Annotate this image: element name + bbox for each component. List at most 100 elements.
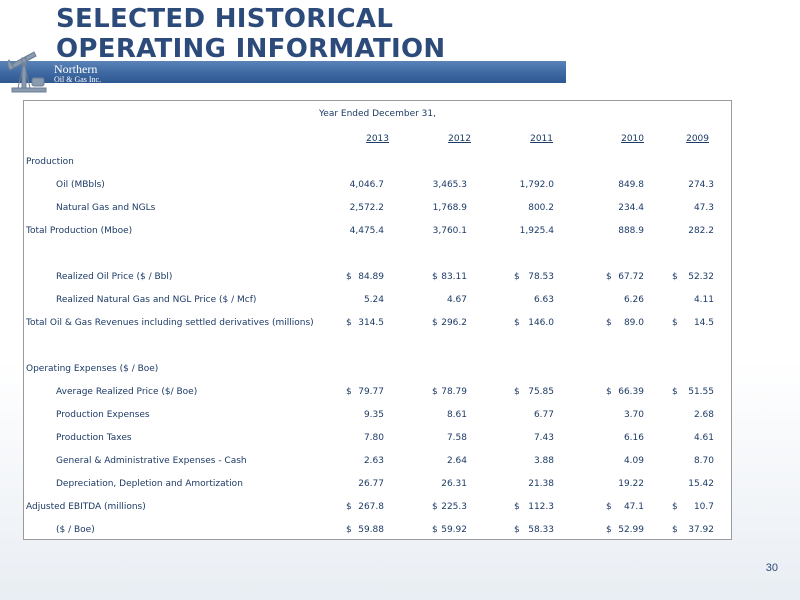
table-cell: 4,046.7 <box>349 180 384 190</box>
dollar-sign: $ <box>672 387 678 397</box>
dollar-sign: $ <box>514 387 520 397</box>
table-cell: 21.38 <box>528 479 554 489</box>
page-number: 30 <box>765 562 778 574</box>
row-label: Total Production (Mboe) <box>26 226 133 236</box>
table-cell: 51.55 <box>688 387 714 397</box>
row-label: Realized Oil Price ($ / Bbl) <box>56 272 173 282</box>
table-cell: 52.32 <box>688 272 714 282</box>
table-cell: 146.0 <box>528 318 554 328</box>
row-label: Production Expenses <box>56 410 150 420</box>
dollar-sign: $ <box>432 502 438 512</box>
table-cell: 4.09 <box>623 456 644 466</box>
table-cell: 47.1 <box>623 502 644 512</box>
table-cell: 4,475.4 <box>349 226 384 236</box>
table-cell: 3.70 <box>623 410 644 420</box>
table-cell: 78.53 <box>528 272 554 282</box>
row-label: Realized Natural Gas and NGL Price ($ / … <box>56 295 257 305</box>
table-cell: 1,768.9 <box>432 203 467 213</box>
slide-title: SELECTED HISTORICAL OPERATING INFORMATIO… <box>56 4 445 64</box>
table-cell: 79.77 <box>358 387 384 397</box>
table-cell: 59.88 <box>358 525 384 535</box>
table-cell: 84.89 <box>358 272 384 282</box>
table-cell: 6.63 <box>533 295 554 305</box>
table-cell: 225.3 <box>441 502 467 512</box>
table-cell: 3,465.3 <box>432 180 467 190</box>
table-cell: 4.11 <box>693 295 714 305</box>
table-cell: 3,760.1 <box>432 226 467 236</box>
table-cell: 1,925.4 <box>519 226 554 236</box>
table-cell: 83.11 <box>441 272 467 282</box>
title-line-1: SELECTED HISTORICAL <box>56 4 394 34</box>
year-header-2010: 2010 <box>621 134 644 144</box>
dollar-sign: $ <box>514 272 520 282</box>
table-header: Year Ended December 31, <box>319 109 436 119</box>
dollar-sign: $ <box>672 502 678 512</box>
header-band <box>0 61 566 83</box>
table-cell: 14.5 <box>693 318 714 328</box>
table-cell: 6.26 <box>623 295 644 305</box>
table-cell: 8.61 <box>446 410 467 420</box>
year-header-2012: 2012 <box>448 134 471 144</box>
table-cell: 3.88 <box>533 456 554 466</box>
table-cell: 2.63 <box>363 456 384 466</box>
year-header-2009: 2009 <box>686 134 709 144</box>
table-cell: 296.2 <box>441 318 467 328</box>
oil-rig-logo-icon <box>7 51 47 93</box>
table-cell: 10.7 <box>693 502 714 512</box>
title-line-2: OPERATING INFORMATION <box>56 34 446 64</box>
table-cell: 282.2 <box>688 226 714 236</box>
dollar-sign: $ <box>346 272 352 282</box>
table-cell: 112.3 <box>528 502 554 512</box>
row-label: Production <box>26 157 74 167</box>
row-label: Oil (MBbls) <box>56 180 105 190</box>
row-label: Production Taxes <box>56 433 132 443</box>
table-cell: 7.43 <box>533 433 554 443</box>
dollar-sign: $ <box>606 272 612 282</box>
dollar-sign: $ <box>432 525 438 535</box>
table-cell: 800.2 <box>528 203 554 213</box>
dollar-sign: $ <box>672 525 678 535</box>
table-cell: 47.3 <box>693 203 714 213</box>
table-cell: 7.58 <box>446 433 467 443</box>
table-cell: 1,792.0 <box>519 180 554 190</box>
table-cell: 888.9 <box>618 226 644 236</box>
table-cell: 58.33 <box>528 525 554 535</box>
table-cell: 26.77 <box>358 479 384 489</box>
table-cell: 267.8 <box>358 502 384 512</box>
table-cell: 19.22 <box>618 479 644 489</box>
operating-info-table: Year Ended December 31, 2013 2012 2011 2010… <box>23 100 732 540</box>
table-cell: 4.61 <box>693 433 714 443</box>
table-cell: 234.4 <box>618 203 644 213</box>
logo-subname: Oil & Gas Inc. <box>54 75 102 84</box>
dollar-sign: $ <box>606 318 612 328</box>
table-cell: 6.77 <box>533 410 554 420</box>
dollar-sign: $ <box>432 387 438 397</box>
table-cell: 274.3 <box>688 180 714 190</box>
company-logo: Northern Oil & Gas Inc. <box>54 63 101 84</box>
row-label: Total Oil & Gas Revenues including settl… <box>26 318 314 328</box>
dollar-sign: $ <box>346 502 352 512</box>
dollar-sign: $ <box>432 272 438 282</box>
logo-name: Northern <box>54 62 98 76</box>
table-cell: 4.67 <box>446 295 467 305</box>
table-cell: 9.35 <box>363 410 384 420</box>
table-cell: 5.24 <box>363 295 384 305</box>
row-label: ($ / Boe) <box>56 525 95 535</box>
row-label: Depreciation, Depletion and Amortization <box>56 479 243 489</box>
year-header-2011: 2011 <box>530 134 553 144</box>
year-header-2013: 2013 <box>366 134 389 144</box>
table-cell: 67.72 <box>618 272 644 282</box>
table-cell: 59.92 <box>441 525 467 535</box>
table-cell: 75.85 <box>528 387 554 397</box>
table-cell: 8.70 <box>693 456 714 466</box>
table-cell: 849.8 <box>618 180 644 190</box>
dollar-sign: $ <box>514 525 520 535</box>
row-label: Average Realized Price ($/ Boe) <box>56 387 198 397</box>
row-label: General & Administrative Expenses - Cash <box>56 456 247 466</box>
dollar-sign: $ <box>606 525 612 535</box>
table-cell: 314.5 <box>358 318 384 328</box>
row-label: Adjusted EBITDA (millions) <box>26 502 146 512</box>
table-cell: 37.92 <box>688 525 714 535</box>
dollar-sign: $ <box>346 318 352 328</box>
row-label: Natural Gas and NGLs <box>56 203 156 213</box>
